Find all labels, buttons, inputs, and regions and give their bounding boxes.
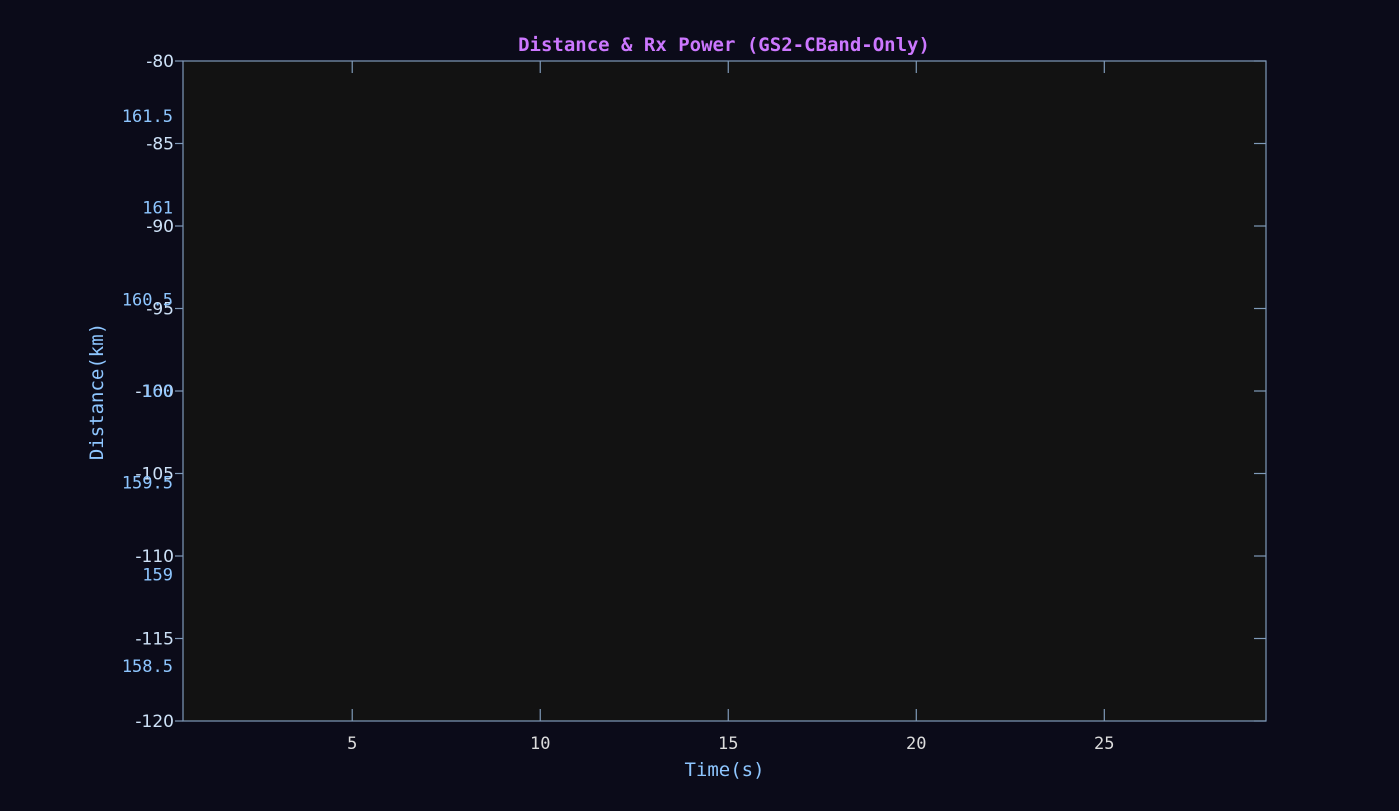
distance-tick-label: 160 [142, 382, 173, 402]
power-tick-label: -105 [135, 465, 174, 485]
distance-tick-label: 161 [142, 199, 173, 219]
power-tick-label: -100 [135, 382, 174, 402]
power-tick-label: -85 [146, 135, 174, 155]
y-axis-label: Distance(km) [86, 323, 108, 460]
x-tick-label: 25 [1094, 734, 1114, 754]
power-tick-label: -95 [146, 300, 174, 320]
power-tick-label: -120 [135, 712, 174, 732]
distance-tick-label: 160.5 [122, 290, 173, 310]
x-tick-label: 15 [718, 734, 738, 754]
power-tick-label: -90 [146, 217, 174, 237]
distance-tick-label: 158.5 [122, 657, 173, 677]
plot-area [182, 60, 1267, 722]
power-tick-label: -110 [135, 547, 174, 567]
chart-title: Distance & Rx Power (GS2-CBand-Only) [518, 34, 930, 56]
distance-tick-label: 161.5 [122, 107, 173, 127]
x-axis-label: Time(s) [684, 759, 764, 781]
x-tick-label: 5 [347, 734, 357, 754]
tick-marks [175, 60, 1266, 722]
distance-tick-label: 159 [142, 565, 173, 585]
tick-labels: 5 10 15 20 25 -80 -85 -90 -95 -100 -105 -110 -115 -12… [122, 52, 1115, 754]
distance-tick-label: 159.5 [122, 474, 173, 494]
power-tick-label: -115 [135, 630, 174, 650]
x-tick-label: 20 [906, 734, 926, 754]
power-tick-label: -80 [146, 52, 174, 72]
x-tick-label: 10 [530, 734, 550, 754]
